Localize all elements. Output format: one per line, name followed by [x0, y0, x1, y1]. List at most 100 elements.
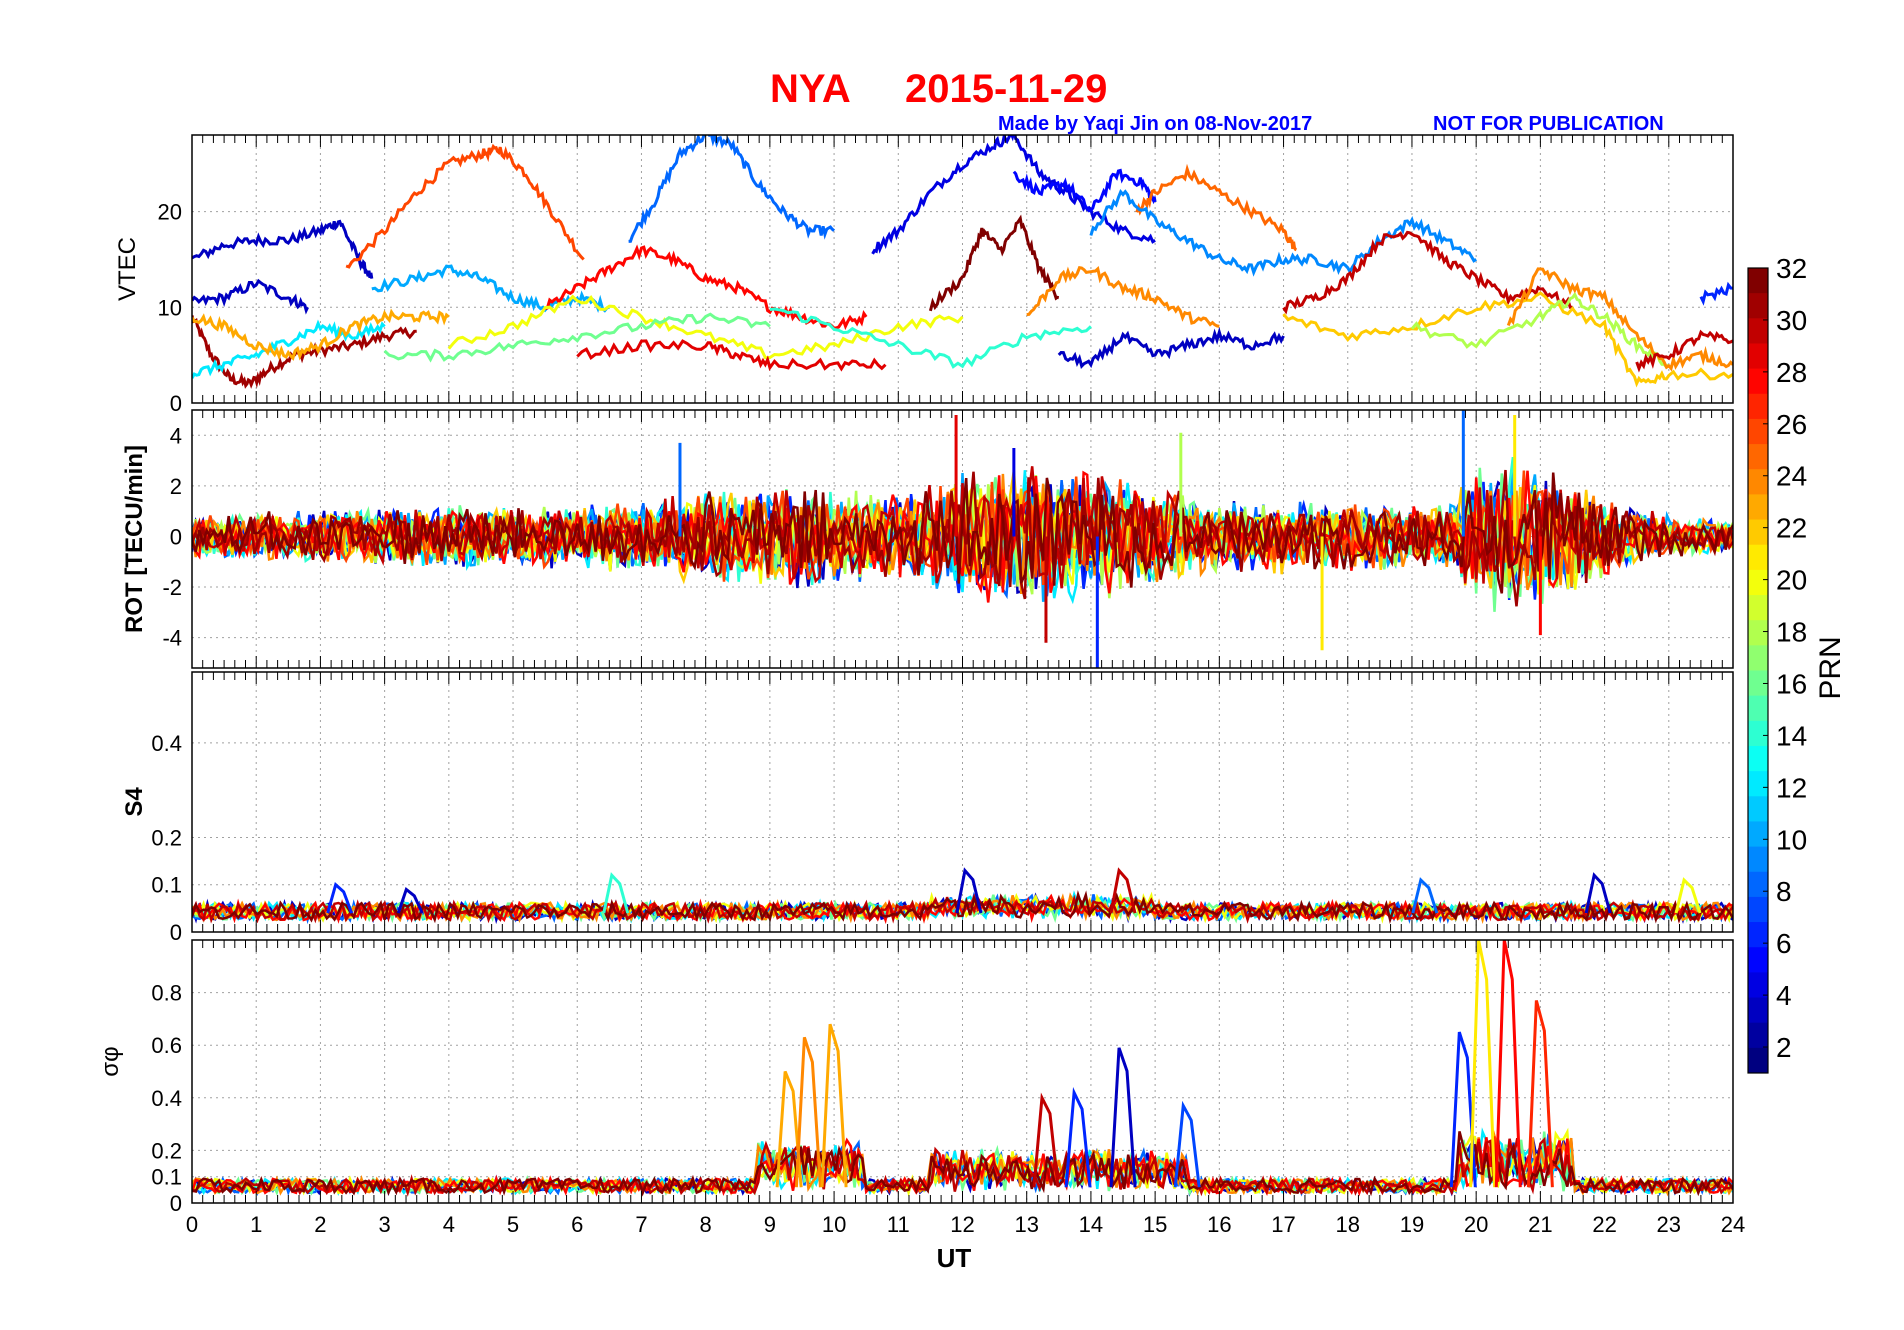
- y-tick-label: 0.1: [151, 873, 182, 898]
- y-tick-label: 4: [170, 423, 182, 448]
- colorbar-swatch: [1748, 393, 1768, 420]
- x-tick-label: 19: [1400, 1212, 1424, 1237]
- sigma_phi-peak: [820, 1023, 848, 1188]
- vtec-series-prn-28: [544, 244, 868, 331]
- y-tick-label: 0.2: [151, 1138, 182, 1163]
- panel-rot: -4 -2 0 2 4 ROT [TECU/min]: [121, 409, 1734, 669]
- x-tick-label: 9: [764, 1212, 776, 1237]
- colorbar-swatch: [1748, 368, 1768, 395]
- vtec-series-prn-32: [928, 214, 1060, 312]
- colorbar-tick-label: 18: [1776, 617, 1807, 648]
- panel-frame: [191, 134, 1734, 404]
- colorbar-tick-label: 32: [1776, 253, 1807, 284]
- vtec-series-prn-8: [628, 135, 836, 243]
- colorbar-swatch: [1748, 922, 1768, 948]
- vtec-series-prn-18: [1410, 291, 1670, 370]
- x-tick-label: 21: [1528, 1212, 1552, 1237]
- s4-peak: [602, 872, 630, 914]
- x-tick-label: 10: [822, 1212, 846, 1237]
- y-tick-label: 0: [170, 1191, 182, 1216]
- s4-peak: [326, 882, 354, 914]
- series-group-sigma_phi: [192, 940, 1733, 1198]
- colorbar-swatch: [1748, 896, 1768, 923]
- s4-series-prn-30: [192, 894, 1733, 925]
- colorbar-label: PRN: [1814, 636, 1847, 699]
- vtec-series-prn-29: [576, 339, 887, 372]
- colorbar-swatch: [1748, 771, 1768, 797]
- y-tick-label: 0.2: [151, 825, 182, 850]
- vtec-series-prn-30: [1635, 329, 1733, 373]
- x-tick-label: 15: [1143, 1212, 1167, 1237]
- panel-frame: [191, 671, 1734, 933]
- colorbar-tick-label: 20: [1776, 565, 1807, 596]
- y-tick-label: 2: [170, 474, 182, 499]
- colorbar-swatch: [1748, 494, 1768, 521]
- x-tick-label: 17: [1271, 1212, 1295, 1237]
- s4-peak: [1674, 877, 1702, 914]
- colorbar-tick-label: 22: [1776, 513, 1807, 544]
- colorbar-swatch: [1748, 418, 1768, 445]
- panel-frame: [191, 409, 1734, 669]
- panel-frame: [191, 939, 1734, 1204]
- x-tick-label: 8: [700, 1212, 712, 1237]
- colorbar-swatch: [1748, 796, 1768, 822]
- sigma_phi-peak: [1109, 1047, 1137, 1188]
- vtec-series-prn-25: [1135, 163, 1298, 252]
- colorbar-swatch: [1748, 469, 1768, 495]
- y-tick-label: -4: [162, 626, 182, 651]
- rot-series-prn-32: [192, 472, 1733, 594]
- series-group-vtec: [192, 135, 1733, 389]
- vtec-series-prn-20: [447, 294, 964, 360]
- x-tick-label: 3: [379, 1212, 391, 1237]
- vtec-series-prn-6: [1699, 281, 1733, 306]
- colorbar-swatch: [1748, 1022, 1768, 1049]
- sigma_phi-series-prn-32: [192, 1131, 1733, 1197]
- colorbar-swatch: [1748, 544, 1768, 571]
- colorbar-swatch: [1748, 695, 1768, 722]
- y-tick-label: 0: [170, 391, 182, 416]
- colorbar-swatch: [1748, 720, 1768, 747]
- y-tick-label: 0.1: [151, 1165, 182, 1190]
- x-tick-label: 2: [314, 1212, 326, 1237]
- y-tick-label: 0.4: [151, 731, 182, 756]
- vtec-series-prn-14: [769, 307, 1092, 369]
- panel-sigma_phi: 00.10.2 0.4 0.6 0.8 σφ: [97, 939, 1734, 1216]
- y-axis-label-vtec: VTEC: [114, 237, 141, 301]
- colorbar-tick-label: 14: [1776, 720, 1807, 751]
- colorbar-swatch: [1748, 745, 1768, 772]
- sigma_phi-peak: [1469, 940, 1497, 1188]
- colorbar-swatch: [1748, 519, 1768, 546]
- x-tick-label: 7: [635, 1212, 647, 1237]
- series-group-s4: [192, 867, 1733, 925]
- y-tick-label: 0.6: [151, 1033, 182, 1058]
- colorbar-swatch: [1748, 620, 1768, 646]
- y-tick-label: 10: [158, 295, 182, 320]
- colorbar-tick-label: 4: [1776, 980, 1792, 1011]
- s4-peak: [955, 867, 983, 914]
- y-tick-label: -2: [162, 575, 182, 600]
- vtec-series-prn-26: [345, 143, 585, 269]
- panel-s4: 0 0.1 0.2 0.4 S4: [121, 671, 1734, 945]
- x-tick-label: 5: [507, 1212, 519, 1237]
- y-tick-label: 0.8: [151, 981, 182, 1006]
- s4-peak: [396, 886, 424, 914]
- x-tick-label: 12: [950, 1212, 974, 1237]
- colorbar-swatch: [1748, 997, 1768, 1024]
- vtec-series-prn-12: [192, 319, 386, 379]
- colorbar-tick-label: 16: [1776, 668, 1807, 699]
- y-tick-label: 0: [170, 524, 182, 549]
- colorbar-tick-label: 28: [1776, 357, 1807, 388]
- x-tick-label: 0: [186, 1212, 198, 1237]
- credit-text: Made by Yaqi Jin on 08-Nov-2017: [998, 113, 1312, 135]
- sigma_phi-peak: [1064, 1086, 1092, 1188]
- colorbar-tick-label: 10: [1776, 824, 1807, 855]
- colorbar-swatch: [1748, 1047, 1768, 1074]
- vtec-series-prn-16: [383, 312, 771, 363]
- vtec-series-prn-23: [192, 308, 450, 361]
- colorbar-frame: [1747, 267, 1769, 1074]
- sigma_phi-peak: [794, 1036, 822, 1188]
- vtec-series-prn-9: [1089, 188, 1477, 277]
- x-tick-label: 20: [1464, 1212, 1488, 1237]
